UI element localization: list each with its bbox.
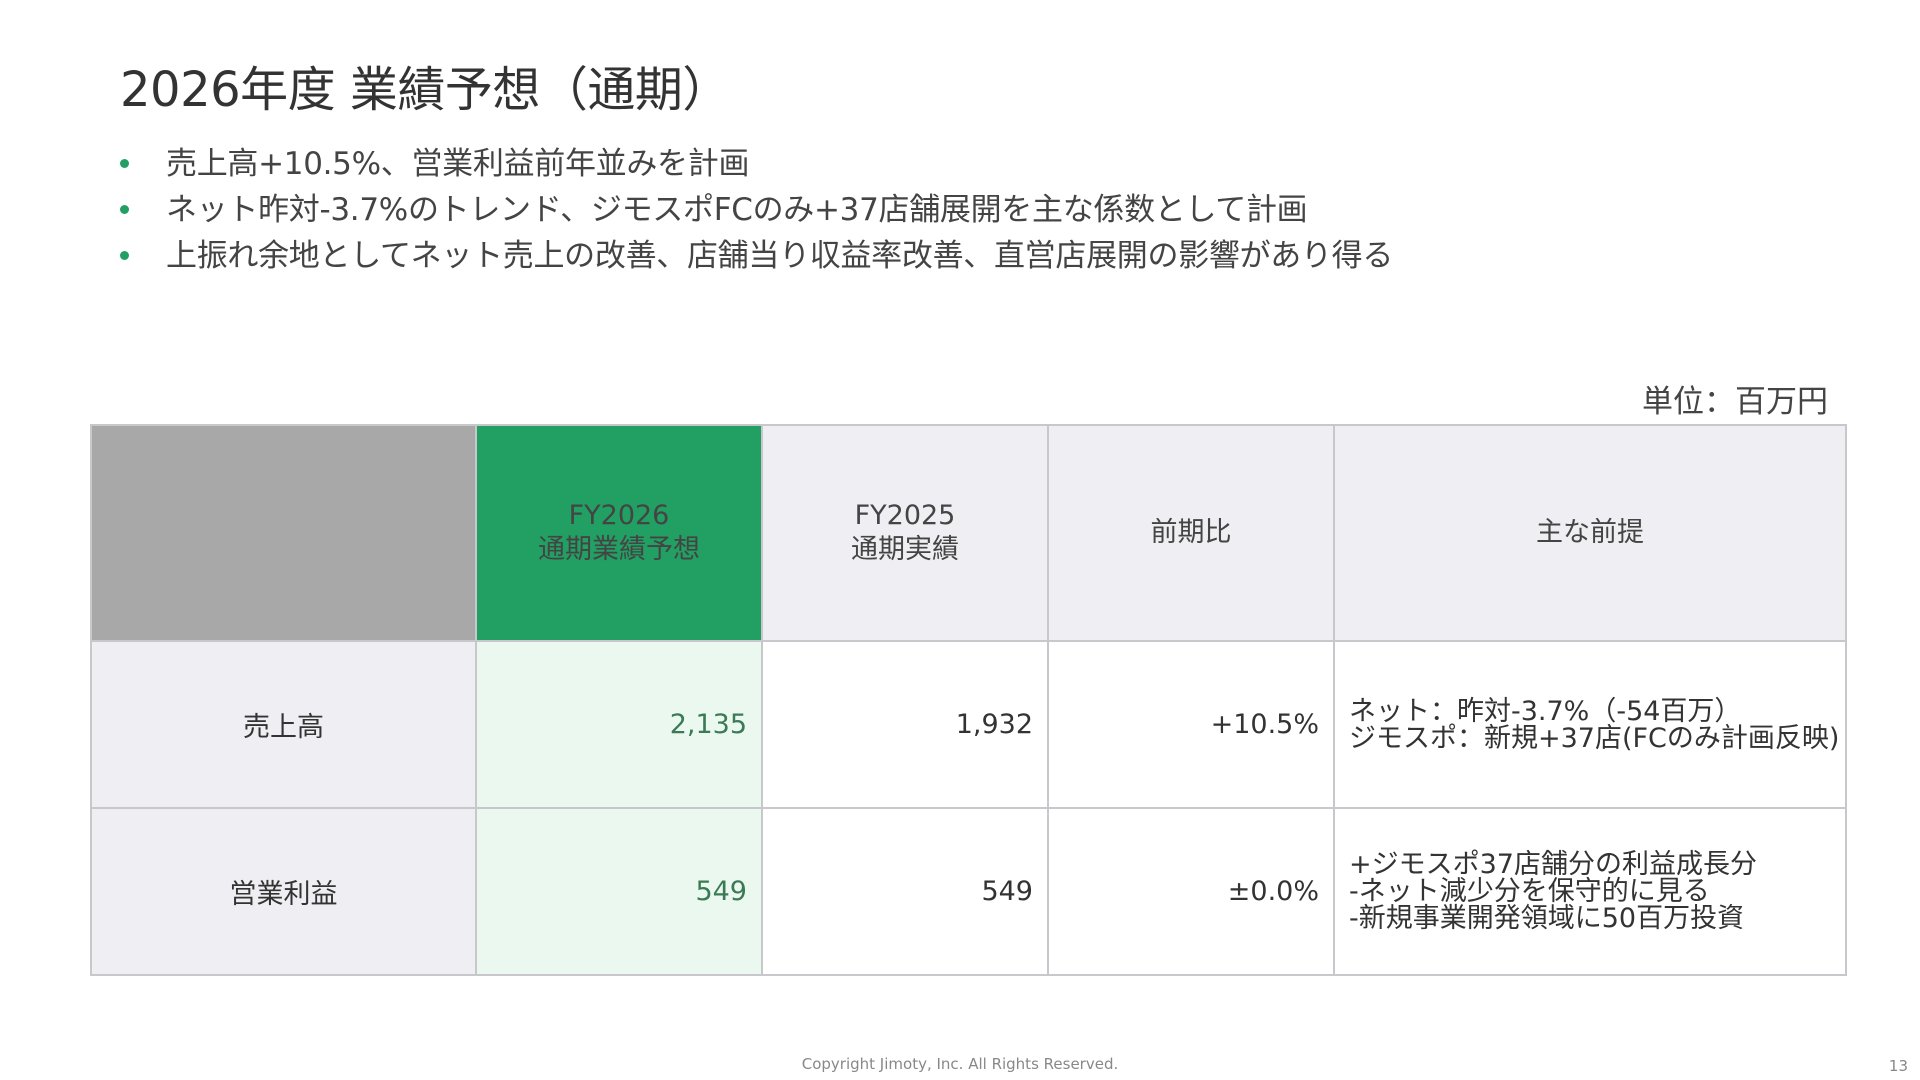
op-profit-assumptions: +ジモスポ37店舗分の利益成長分 -ネット減少分を保守的に見る -新規事業開発領… — [1333, 807, 1847, 976]
row-label-operating-profit: 営業利益 — [90, 807, 477, 976]
table-row: 営業利益 549 549 ±0.0% +ジモスポ37店舗分の利益成長分 -ネット… — [90, 807, 1847, 976]
note-line: ジモスポ：新規+37店(FCのみ計画反映) — [1349, 722, 1840, 754]
copyright-footer: Copyright Jimoty, Inc. All Rights Reserv… — [801, 1055, 1119, 1073]
forecast-table: FY2026 通期業績予想 FY2025 通期実績 前期比 主な前提 売上高 2… — [90, 424, 1847, 976]
header-yoy-label: 前期比 — [1150, 517, 1232, 548]
bullet-list: 売上高+10.5%、営業利益前年並みを計画 ネット昨対-3.7%のトレンド、ジモ… — [120, 141, 1393, 279]
bullet-item: 上振れ余地としてネット売上の改善、店舗当り収益率改善、直営店展開の影響があり得る — [120, 233, 1393, 279]
table-corner-cell — [90, 424, 477, 642]
page-number: 13 — [1888, 1057, 1908, 1075]
bullet-item: 売上高+10.5%、営業利益前年並みを計画 — [120, 141, 1393, 187]
header-assumptions-label: 主な前提 — [1536, 517, 1644, 548]
header-fy2026: FY2026 通期業績予想 — [475, 424, 763, 642]
bullet-text: ネット昨対-3.7%のトレンド、ジモスポFCのみ+37店舗展開を主な係数として計… — [166, 192, 1308, 228]
unit-label: 単位：百万円 — [1642, 384, 1828, 420]
note-line: +ジモスポ37店舗分の利益成長分 — [1349, 849, 1757, 880]
bullet-dot-icon — [120, 251, 129, 260]
header-fy2025: FY2025 通期実績 — [761, 424, 1049, 642]
op-profit-fy2026-value: 549 — [475, 807, 763, 976]
sales-fy2026-value: 2,135 — [475, 640, 763, 809]
sales-fy2025-value: 1,932 — [761, 640, 1049, 809]
table-row: 売上高 2,135 1,932 +10.5% ネット：昨対-3.7%（-54百万… — [90, 640, 1847, 809]
note-line: -新規事業開発領域に50百万投資 — [1349, 903, 1745, 934]
bullet-dot-icon — [120, 205, 129, 214]
note-line: -ネット減少分を保守的に見る — [1349, 876, 1710, 907]
header-assumptions: 主な前提 — [1333, 424, 1847, 642]
sales-assumptions: ネット：昨対-3.7%（-54百万） ジモスポ：新規+37店(FCのみ計画反映) — [1333, 640, 1847, 809]
op-profit-yoy-value: ±0.0% — [1047, 807, 1335, 976]
header-fy2025-line1: FY2025 — [854, 500, 956, 531]
header-fy2025-line2: 通期実績 — [851, 534, 959, 565]
bullet-dot-icon — [120, 159, 129, 168]
note-line: ネット：昨対-3.7%（-54百万） — [1349, 695, 1742, 727]
table-header-row: FY2026 通期業績予想 FY2025 通期実績 前期比 主な前提 — [90, 424, 1847, 642]
header-fy2026-line2: 通期業績予想 — [538, 534, 700, 565]
bullet-item: ネット昨対-3.7%のトレンド、ジモスポFCのみ+37店舗展開を主な係数として計… — [120, 187, 1393, 233]
page-title: 2026年度 業績予想（通期） — [120, 62, 730, 118]
row-label-sales: 売上高 — [90, 640, 477, 809]
header-yoy: 前期比 — [1047, 424, 1335, 642]
header-fy2026-line1: FY2026 — [568, 500, 670, 531]
op-profit-fy2025-value: 549 — [761, 807, 1049, 976]
bullet-text: 売上高+10.5%、営業利益前年並みを計画 — [166, 146, 750, 182]
bullet-text: 上振れ余地としてネット売上の改善、店舗当り収益率改善、直営店展開の影響があり得る — [166, 238, 1394, 274]
sales-yoy-value: +10.5% — [1047, 640, 1335, 809]
